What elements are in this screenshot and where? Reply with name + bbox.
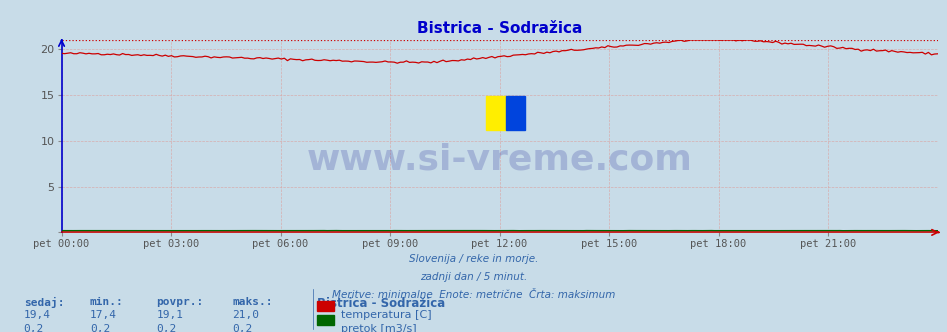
Text: 19,4: 19,4 <box>24 310 51 320</box>
Text: 0,2: 0,2 <box>232 324 252 332</box>
Text: zadnji dan / 5 minut.: zadnji dan / 5 minut. <box>420 272 527 282</box>
Text: Bistrica - Sodražica: Bistrica - Sodražica <box>317 297 445 310</box>
Text: temperatura [C]: temperatura [C] <box>341 310 432 320</box>
Text: Meritve: minimalne  Enote: metrične  Črta: maksimum: Meritve: minimalne Enote: metrične Črta:… <box>331 290 616 300</box>
Title: Bistrica - Sodražica: Bistrica - Sodražica <box>417 21 582 36</box>
Text: povpr.:: povpr.: <box>156 297 204 307</box>
Text: Slovenija / reke in morje.: Slovenija / reke in morje. <box>409 254 538 264</box>
Text: www.si-vreme.com: www.si-vreme.com <box>307 142 692 176</box>
Text: 0,2: 0,2 <box>90 324 110 332</box>
Bar <box>506 96 525 130</box>
Text: sedaj:: sedaj: <box>24 297 64 308</box>
Text: pretok [m3/s]: pretok [m3/s] <box>341 324 417 332</box>
Text: 19,1: 19,1 <box>156 310 184 320</box>
Text: 21,0: 21,0 <box>232 310 259 320</box>
Text: 0,2: 0,2 <box>24 324 44 332</box>
Text: 0,2: 0,2 <box>156 324 176 332</box>
Text: maks.:: maks.: <box>232 297 273 307</box>
Text: 17,4: 17,4 <box>90 310 117 320</box>
Bar <box>487 96 506 130</box>
Text: min.:: min.: <box>90 297 124 307</box>
